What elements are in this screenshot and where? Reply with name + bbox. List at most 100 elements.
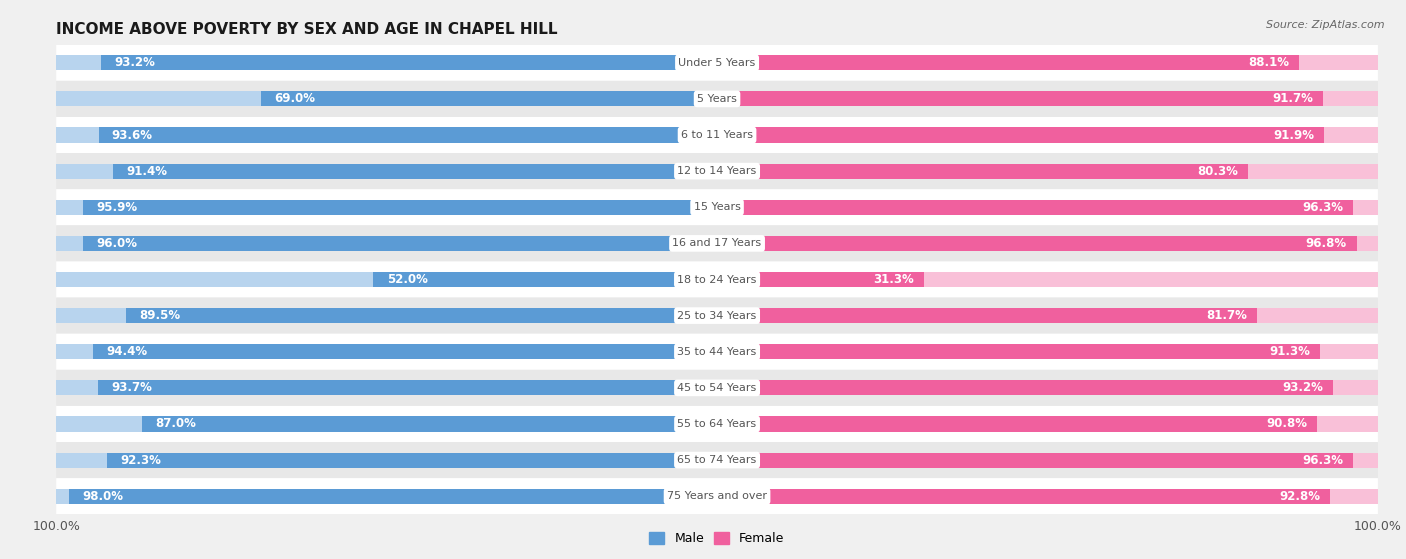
Bar: [717, 164, 1378, 179]
Bar: [56, 308, 717, 323]
Bar: [56, 127, 717, 143]
Bar: [717, 236, 1378, 251]
Bar: [717, 127, 1378, 143]
Bar: [56, 453, 717, 468]
Text: 52.0%: 52.0%: [387, 273, 427, 286]
Text: 93.2%: 93.2%: [1282, 381, 1323, 394]
Text: 65 to 74 Years: 65 to 74 Years: [678, 455, 756, 465]
Bar: [56, 55, 717, 70]
FancyBboxPatch shape: [56, 81, 1378, 117]
Bar: [717, 453, 1378, 468]
Bar: [717, 55, 1378, 70]
Text: 89.5%: 89.5%: [139, 309, 180, 322]
FancyBboxPatch shape: [56, 262, 1378, 297]
Bar: [717, 489, 1330, 504]
Bar: [717, 200, 1378, 215]
Text: 80.3%: 80.3%: [1197, 165, 1237, 178]
Text: 96.0%: 96.0%: [96, 237, 136, 250]
Text: 93.2%: 93.2%: [114, 56, 155, 69]
Bar: [56, 164, 717, 179]
Bar: [83, 200, 717, 215]
FancyBboxPatch shape: [56, 478, 1378, 514]
Bar: [98, 127, 717, 143]
Bar: [112, 164, 717, 179]
Text: 93.6%: 93.6%: [111, 129, 153, 141]
Text: 25 to 34 Years: 25 to 34 Years: [678, 311, 756, 321]
Text: 18 to 24 Years: 18 to 24 Years: [678, 274, 756, 285]
Bar: [717, 344, 1378, 359]
Bar: [98, 380, 717, 395]
Bar: [56, 236, 717, 251]
Bar: [717, 91, 1378, 106]
Text: 55 to 64 Years: 55 to 64 Years: [678, 419, 756, 429]
Text: 94.4%: 94.4%: [107, 345, 148, 358]
Text: 16 and 17 Years: 16 and 17 Years: [672, 238, 762, 248]
Bar: [717, 236, 1357, 251]
Bar: [56, 272, 717, 287]
FancyBboxPatch shape: [56, 334, 1378, 370]
Text: 91.7%: 91.7%: [1272, 92, 1313, 106]
Bar: [125, 308, 717, 323]
Bar: [717, 380, 1333, 395]
FancyBboxPatch shape: [56, 442, 1378, 478]
Text: INCOME ABOVE POVERTY BY SEX AND AGE IN CHAPEL HILL: INCOME ABOVE POVERTY BY SEX AND AGE IN C…: [56, 22, 558, 36]
Text: 88.1%: 88.1%: [1249, 56, 1289, 69]
Bar: [717, 344, 1320, 359]
Bar: [717, 380, 1378, 395]
Bar: [56, 489, 717, 504]
Text: 12 to 14 Years: 12 to 14 Years: [678, 166, 756, 176]
Bar: [56, 344, 717, 359]
Bar: [717, 489, 1378, 504]
Bar: [717, 272, 1378, 287]
FancyBboxPatch shape: [56, 370, 1378, 406]
Text: 93.7%: 93.7%: [111, 381, 152, 394]
Text: 95.9%: 95.9%: [97, 201, 138, 214]
Legend: Male, Female: Male, Female: [644, 527, 790, 550]
Bar: [717, 453, 1354, 468]
Text: 5 Years: 5 Years: [697, 94, 737, 104]
Bar: [101, 55, 717, 70]
Bar: [717, 416, 1378, 432]
Bar: [717, 416, 1317, 432]
Text: 96.8%: 96.8%: [1306, 237, 1347, 250]
Bar: [262, 91, 717, 106]
FancyBboxPatch shape: [56, 117, 1378, 153]
Text: 92.3%: 92.3%: [121, 453, 162, 467]
Bar: [56, 380, 717, 395]
FancyBboxPatch shape: [56, 189, 1378, 225]
Bar: [717, 308, 1257, 323]
Text: 6 to 11 Years: 6 to 11 Years: [681, 130, 754, 140]
Bar: [717, 91, 1323, 106]
FancyBboxPatch shape: [56, 297, 1378, 334]
Bar: [717, 164, 1247, 179]
Text: 91.9%: 91.9%: [1274, 129, 1315, 141]
Text: 91.4%: 91.4%: [127, 165, 167, 178]
Bar: [83, 236, 717, 251]
Text: Under 5 Years: Under 5 Years: [679, 58, 755, 68]
Bar: [374, 272, 717, 287]
Bar: [56, 91, 717, 106]
Text: 91.3%: 91.3%: [1270, 345, 1310, 358]
FancyBboxPatch shape: [56, 406, 1378, 442]
Text: 15 Years: 15 Years: [693, 202, 741, 212]
Text: 87.0%: 87.0%: [156, 418, 197, 430]
Bar: [69, 489, 717, 504]
FancyBboxPatch shape: [56, 153, 1378, 189]
Bar: [56, 200, 717, 215]
Text: 96.3%: 96.3%: [1302, 201, 1344, 214]
Text: Source: ZipAtlas.com: Source: ZipAtlas.com: [1267, 20, 1385, 30]
Text: 75 Years and over: 75 Years and over: [666, 491, 768, 501]
Text: 35 to 44 Years: 35 to 44 Years: [678, 347, 756, 357]
Bar: [717, 308, 1378, 323]
Bar: [107, 453, 717, 468]
Text: 81.7%: 81.7%: [1206, 309, 1247, 322]
Text: 92.8%: 92.8%: [1279, 490, 1320, 503]
Text: 69.0%: 69.0%: [274, 92, 315, 106]
FancyBboxPatch shape: [56, 225, 1378, 262]
Bar: [142, 416, 717, 432]
Bar: [56, 416, 717, 432]
FancyBboxPatch shape: [56, 45, 1378, 81]
Bar: [717, 55, 1299, 70]
Text: 96.3%: 96.3%: [1302, 453, 1344, 467]
Text: 90.8%: 90.8%: [1267, 418, 1308, 430]
